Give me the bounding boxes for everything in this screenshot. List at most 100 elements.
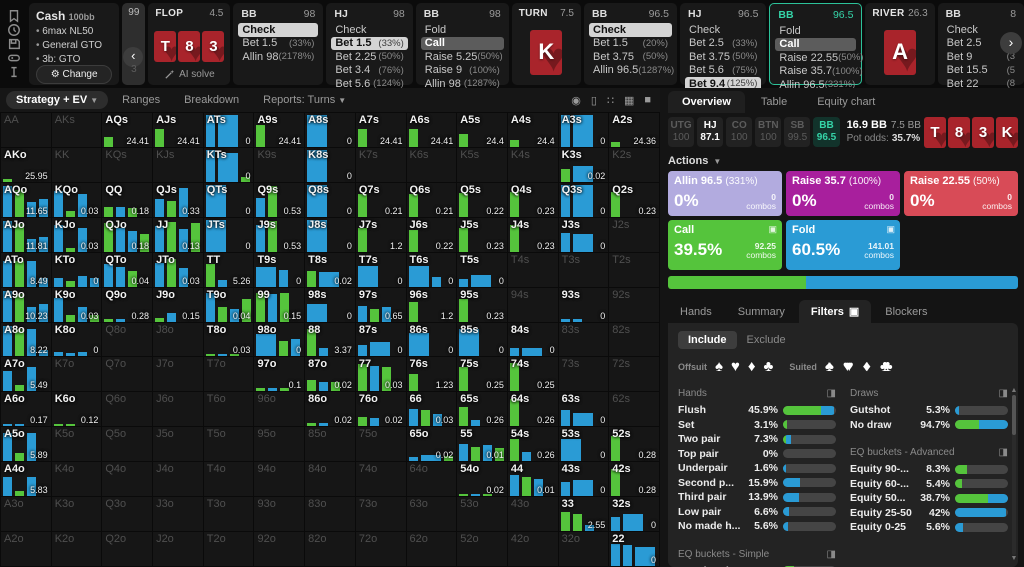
panel-toggle-icon[interactable]: ◨ <box>998 388 1008 399</box>
matrix-cell-65o[interactable]: 65o 0.02 <box>406 427 457 462</box>
matrix-cell-Q4o[interactable]: Q4o <box>102 462 153 497</box>
matrix-cell-87o[interactable]: 87o 0.02 <box>305 357 355 392</box>
matrix-cell-94s[interactable]: 94s <box>507 287 558 322</box>
matrix-cell-54o[interactable]: 54o 0.02 <box>457 462 507 497</box>
action-row-Bet-1-5[interactable]: Bet 1.5 (33%) <box>238 37 318 51</box>
matrix-cell-Q5o[interactable]: Q5o <box>102 427 153 462</box>
matrix-cell-44[interactable]: 44 0.01 <box>507 462 558 497</box>
action-row-Check[interactable]: Check <box>943 23 1019 37</box>
matrix-cell-K6s[interactable]: K6s <box>406 147 457 182</box>
action-row-Allin-98[interactable]: Allin 98 (1287%) <box>421 77 504 88</box>
pie-icon[interactable]: ◉ <box>571 94 581 107</box>
matrix-cell-96o[interactable]: 96o <box>254 392 305 427</box>
matrix-cell-K7o[interactable]: K7o <box>51 357 102 392</box>
matrix-cell-99[interactable]: 99 0.15 <box>254 287 305 322</box>
matrix-cell-96s[interactable]: 96s 1.2 <box>406 287 457 322</box>
matrix-cell-98s[interactable]: 98s 0 <box>305 287 355 322</box>
panel-toggle-icon[interactable]: ◨ <box>998 447 1008 458</box>
matrix-cell-AJs[interactable]: AJs 24.41 <box>153 113 203 147</box>
matrix-cell-T4o[interactable]: T4o <box>203 462 254 497</box>
matrix-cell-72o[interactable]: 72o <box>355 532 406 566</box>
matrix-cell-J9s[interactable]: J9s 0.53 <box>254 217 305 252</box>
tab-equity-chart[interactable]: Equity chart <box>817 96 876 108</box>
matrix-cell-TT[interactable]: TT 5.26 <box>203 252 254 287</box>
player-chip-SB[interactable]: SB 99.5 <box>784 117 811 147</box>
ai-solve-button[interactable]: AI solve <box>164 69 215 80</box>
matrix-cell-77[interactable]: 77 0.03 <box>355 357 406 392</box>
offsuit-heart-icon[interactable]: ♥ <box>730 358 740 375</box>
matrix-cell-K6o[interactable]: K6o 0.12 <box>51 392 102 427</box>
matrix-cell-54s[interactable]: 54s 0.26 <box>507 427 558 462</box>
matrix-cell-75s[interactable]: 75s 0.25 <box>457 357 507 392</box>
action-row-Check[interactable]: Check <box>331 23 407 37</box>
matrix-cell-K2s[interactable]: K2s <box>609 147 659 182</box>
matrix-cell-Q5s[interactable]: Q5s 0.22 <box>457 182 507 217</box>
matrix-cell-A9s[interactable]: A9s 24.41 <box>254 113 305 147</box>
panel-toggle-icon[interactable]: ◨ <box>826 548 836 560</box>
matrix-cell-J3o[interactable]: J3o <box>153 497 203 532</box>
matrix-cell-K4o[interactable]: K4o <box>51 462 102 497</box>
tab-ranges[interactable]: Ranges <box>122 94 161 106</box>
matrix-cell-A7s[interactable]: A7s 24.41 <box>355 113 406 147</box>
action-button-Raise-22-55[interactable]: Raise 22.55 (50%) 0% 0 combos <box>904 171 1018 216</box>
matrix-cell-Q3o[interactable]: Q3o <box>102 497 153 532</box>
matrix-cell-86o[interactable]: 86o 0.02 <box>305 392 355 427</box>
matrix-cell-K4s[interactable]: K4s <box>507 147 558 182</box>
cards-icon[interactable]: ▯ <box>590 94 597 107</box>
suited-heart-icon[interactable]: ♥♥ <box>842 358 853 375</box>
matrix-cell-85s[interactable]: 85s 0 <box>457 322 507 357</box>
matrix-cell-J7s[interactable]: J7s 1.2 <box>355 217 406 252</box>
action-row-Bet-9-4[interactable]: Bet 9.4 (125%) <box>685 77 762 88</box>
player-chip-UTG[interactable]: UTG 100 <box>668 117 695 147</box>
matrix-cell-JTs[interactable]: JTs 0 <box>203 217 254 252</box>
matrix-cell-JTo[interactable]: JTo 0.03 <box>153 252 203 287</box>
action-row-Bet-1-5[interactable]: Bet 1.5 (33%) <box>331 36 408 50</box>
matrix-cell-J5o[interactable]: J5o <box>153 427 203 462</box>
matrix-cell-J6s[interactable]: J6s 0.22 <box>406 217 457 252</box>
matrix-cell-55[interactable]: 55 0.01 <box>457 427 507 462</box>
matrix-cell-ATo[interactable]: ATo 8.49 <box>1 252 51 287</box>
stat-row-set[interactable]: Set 3.1% <box>678 418 836 433</box>
stat-row-third-pair[interactable]: Third pair 13.9% <box>678 490 836 505</box>
subtab-summary[interactable]: Summary <box>737 306 785 318</box>
matrix-cell-63s[interactable]: 63s 0 <box>558 392 609 427</box>
matrix-cell-42o[interactable]: 42o <box>507 532 558 566</box>
matrix-cell-65s[interactable]: 65s 0.26 <box>457 392 507 427</box>
stat-row-equity-90-[interactable]: Equity 90-... 8.3% <box>850 462 1008 477</box>
action-row-Bet-3-4[interactable]: Bet 3.4 (76%) <box>331 64 407 78</box>
matrix-cell-Q2s[interactable]: Q2s 0.23 <box>609 182 659 217</box>
matrix-cell-95s[interactable]: 95s 0.23 <box>457 287 507 322</box>
matrix-cell-Q2o[interactable]: Q2o <box>102 532 153 566</box>
matrix-cell-75o[interactable]: 75o <box>355 427 406 462</box>
matrix-cell-AA[interactable]: AA <box>1 113 51 147</box>
stat-row-low-pair[interactable]: Low pair 6.6% <box>678 505 836 520</box>
matrix-cell-T4s[interactable]: T4s <box>507 252 558 287</box>
matrix-cell-88[interactable]: 88 3.37 <box>305 322 355 357</box>
matrix-cell-A4s[interactable]: A4s 24.4 <box>507 113 558 147</box>
matrix-cell-K9s[interactable]: K9s <box>254 147 305 182</box>
matrix-cell-73o[interactable]: 73o <box>355 497 406 532</box>
matrix-cell-T7o[interactable]: T7o <box>203 357 254 392</box>
matrix-cell-22[interactable]: 22 0 <box>609 532 659 566</box>
matrix-cell-AKs[interactable]: AKs <box>51 113 102 147</box>
matrix-cell-K8s[interactable]: K8s 0 <box>305 147 355 182</box>
matrix-cell-A3o[interactable]: A3o <box>1 497 51 532</box>
matrix-cell-83o[interactable]: 83o <box>305 497 355 532</box>
action-row-Call[interactable]: Call <box>420 36 504 50</box>
suited-club-icon[interactable]: ♣♣ <box>879 358 892 375</box>
stat-row-equity-60-[interactable]: Equity 60-... 5.4% <box>850 477 1008 492</box>
action-button-Allin-96-5[interactable]: Allin 96.5 (331%) 0% 0 combos <box>668 171 782 216</box>
matrix-cell-98o[interactable]: 98o 0 <box>254 322 305 357</box>
action-row-Bet-3-75[interactable]: Bet 3.75 (50%) <box>589 50 672 64</box>
matrix-cell-A8s[interactable]: A8s 0 <box>305 113 355 147</box>
matrix-cell-T8s[interactable]: T8s 0.02 <box>305 252 355 287</box>
action-button-Raise-35-7[interactable]: Raise 35.7 (100%) 0% 0 combos <box>786 171 900 216</box>
tab-overview[interactable]: Overview <box>668 91 745 113</box>
matrix-cell-97s[interactable]: 97s 0.65 <box>355 287 406 322</box>
stat-row-no-draw[interactable]: No draw 94.7% <box>850 418 1008 433</box>
matrix-cell-97o[interactable]: 97o 0.1 <box>254 357 305 392</box>
matrix-cell-T8o[interactable]: T8o 0.03 <box>203 322 254 357</box>
matrix-cell-KJs[interactable]: KJs <box>153 147 203 182</box>
matrix-cell-Q6s[interactable]: Q6s 0.21 <box>406 182 457 217</box>
action-row-Allin-96-5[interactable]: Allin 96.5 (1287%) <box>589 64 674 78</box>
